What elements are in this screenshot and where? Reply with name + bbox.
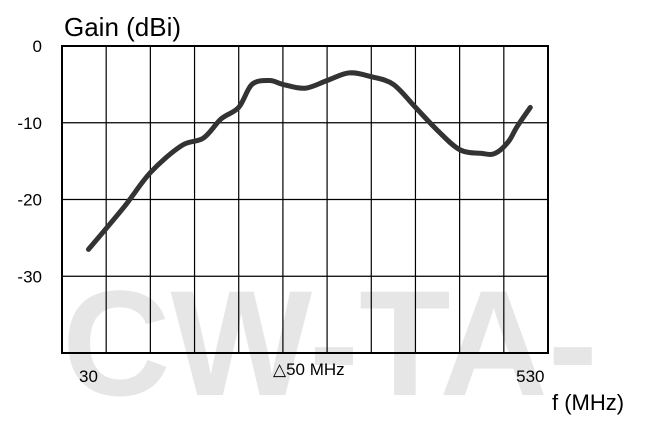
x-tick-label-1: 530 bbox=[516, 367, 544, 386]
plot-frame bbox=[61, 45, 549, 354]
y-tick-labels: 0 -10 -20 -30 bbox=[17, 37, 42, 286]
x-tick-labels: 30 530 bbox=[79, 367, 544, 386]
grid bbox=[62, 46, 548, 353]
x-axis-label: f (MHz) bbox=[552, 390, 624, 415]
y-tick-label-3: -30 bbox=[17, 267, 42, 286]
y-tick-label-1: -10 bbox=[17, 114, 42, 133]
y-axis-label: Gain (dBi) bbox=[64, 12, 181, 42]
y-tick-label-0: 0 bbox=[33, 37, 42, 56]
y-tick-label-2: -20 bbox=[17, 191, 42, 210]
watermark: CW-TA- bbox=[62, 259, 598, 421]
gain-series-line-0 bbox=[86, 70, 533, 252]
x-tick-label-0: 30 bbox=[79, 367, 98, 386]
series-layer bbox=[86, 70, 533, 252]
grid-spacing-note: △50 MHz bbox=[273, 360, 345, 379]
